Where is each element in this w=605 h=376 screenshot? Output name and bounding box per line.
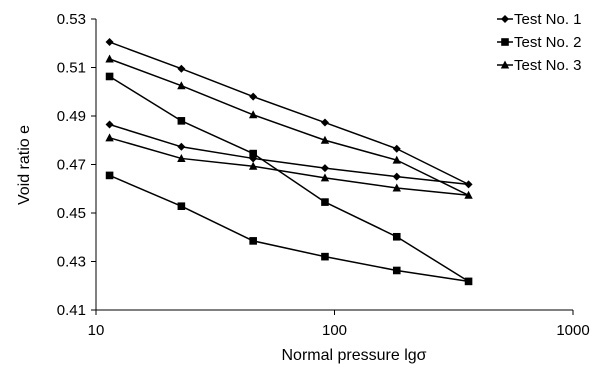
x-tick-label: 1000 [556,322,589,339]
series-3 [105,54,473,199]
legend-item: Test No. 1 [497,11,582,28]
data-point [392,266,401,275]
data-point [501,15,509,23]
y-axis-title: Void ratio e [16,125,33,205]
y-tick-label: 0.53 [57,11,86,28]
data-point [177,142,186,151]
data-point [177,117,186,125]
data-point [392,155,401,164]
data-point [105,133,114,142]
data-point [321,252,329,261]
data-point [249,149,257,158]
data-point [320,164,329,173]
y-tick-label: 0.43 [57,254,86,271]
legend: Test No. 1 Test No. 2 Test No. 3 [497,11,582,74]
data-point [105,72,114,81]
legend-label: Test No. 3 [514,57,582,74]
data-point [392,172,401,181]
x-tick-label: 10 [88,322,105,339]
series-line [109,58,470,197]
y-tick-label: 0.47 [57,157,86,174]
series-layer [105,38,473,286]
data-point [464,277,473,286]
y-tick-label: 0.51 [57,60,86,77]
data-point [177,202,186,211]
data-point [177,81,186,90]
y-tick-label: 0.49 [57,108,86,125]
x-tick-label: 100 [322,322,347,339]
data-point [320,173,330,182]
data-point [248,161,258,170]
data-point [249,237,257,245]
data-point [177,153,186,162]
legend-item: Test No. 3 [497,57,582,74]
data-point [248,110,258,119]
axes: 0.41 0.43 0.45 0.47 0.49 0.51 0.53 10 100 1000 [57,11,590,339]
legend-item: Test No. 2 [497,34,582,51]
series-2 [105,72,473,286]
y-tick-label: 0.41 [57,302,86,319]
series-1 [105,38,473,189]
data-point [464,190,473,199]
legend-label: Test No. 2 [514,34,582,51]
data-point [392,144,401,153]
data-point [320,118,329,127]
series-line [109,41,470,186]
data-point [105,171,114,180]
data-point [321,198,329,206]
data-point [392,183,401,192]
data-point [392,232,401,241]
data-point [500,60,510,69]
data-point [464,180,473,189]
legend-label: Test No. 1 [514,11,582,28]
data-point [177,64,186,73]
y-tick-label: 0.45 [57,205,86,222]
data-point [105,120,114,129]
x-axis-title: Normal pressure lgσ [281,347,426,364]
data-point [320,135,330,144]
data-point [105,38,114,47]
data-point [105,54,114,63]
data-point [501,38,509,46]
data-point [249,92,258,101]
